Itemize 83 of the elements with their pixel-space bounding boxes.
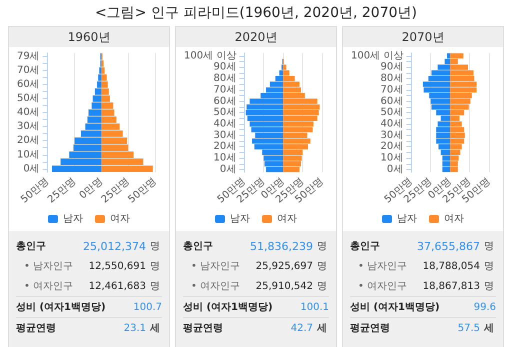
text: 명 (484, 260, 495, 273)
text: 명 (484, 280, 495, 293)
text: 25,012,374 (83, 240, 146, 252)
y-tick-label: 100세 이상 (184, 50, 236, 62)
y-tick-label: 70세 (214, 84, 236, 96)
y-tick-label: 10세 (380, 152, 404, 164)
y-tick-label: 90세 (380, 62, 404, 73)
y-tick-label: 90세 (214, 62, 236, 73)
text: 평균연령 (16, 322, 57, 335)
text: 25,925,697 (256, 260, 313, 272)
text: 명 (150, 260, 161, 273)
text: 성비 (여자1백명당) (183, 301, 274, 314)
text: 18,867,813 (422, 280, 480, 292)
y-tick-label: 30세 (214, 130, 236, 141)
y-tick-label: 70세 (380, 84, 404, 96)
y-tick-label: 0세 (386, 164, 404, 175)
text: 세 (317, 322, 328, 335)
text: 명 (484, 240, 495, 253)
text: • 남자인구 (24, 260, 74, 273)
y-tick-label: 20세 (214, 141, 236, 152)
y-tick-label: 40세 (16, 107, 40, 118)
text: 42.7 (290, 322, 313, 334)
y-tick-label: 40세 (214, 118, 236, 130)
y-tick-label: 70세 (16, 65, 40, 76)
y-tick-label: 50세 (380, 107, 404, 118)
chart-title: 1960년 (9, 27, 169, 47)
text: 37,655,867 (417, 240, 480, 252)
chart-title: 2070년 (343, 27, 503, 47)
text: 명 (150, 280, 161, 293)
text: 총인구 (350, 240, 381, 253)
y-tick-label: 30세 (380, 130, 404, 141)
text: 18,788,054 (422, 260, 480, 272)
y-tick-label: 80세 (380, 73, 404, 84)
text: 세 (150, 322, 161, 335)
legend-label: 남자 (397, 214, 417, 224)
text: • 여자인구 (24, 280, 74, 293)
text: 99.6 (474, 302, 496, 312)
text: 명 (317, 280, 328, 293)
y-tick-label: 10세 (16, 149, 40, 160)
y-tick-label: 50세 (16, 93, 40, 104)
y-tick-label: 40세 (380, 118, 404, 130)
y-tick-label: 79세 (16, 51, 40, 62)
text: 명 (317, 260, 328, 273)
text: 총인구 (183, 240, 214, 253)
y-tick-label: 50세 (214, 107, 236, 118)
text: 12,461,683 (88, 280, 146, 292)
y-tick-label: 60세 (16, 79, 40, 90)
legend-label: 여자 (110, 214, 130, 224)
y-tick-label: 20세 (16, 135, 40, 146)
text: 성비 (여자1백명당) (16, 301, 107, 314)
chart-title: 2020년 (176, 27, 336, 47)
y-tick-label: 10세 (214, 152, 236, 164)
y-tick-label: 30세 (16, 121, 40, 132)
text: 명 (317, 240, 328, 253)
text: 총인구 (16, 240, 47, 253)
legend-label: 남자 (63, 214, 83, 224)
text: 57.5 (458, 322, 480, 334)
text: 100.1 (300, 302, 329, 312)
text: 51,836,239 (250, 240, 313, 252)
y-tick-label: 100세 이상 (351, 50, 404, 62)
text: 25,910,542 (256, 280, 313, 292)
y-tick-label: 60세 (214, 96, 236, 107)
y-tick-label: 80세 (214, 73, 236, 84)
text: 세 (484, 322, 495, 335)
text: • 여자인구 (358, 280, 408, 293)
legend-label: 여자 (277, 214, 297, 224)
text: • 여자인구 (191, 280, 242, 293)
text: 100.7 (133, 302, 162, 312)
y-tick-label: 20세 (380, 141, 404, 152)
text: 23.1 (124, 322, 146, 334)
y-tick-label: 0세 (220, 164, 236, 175)
text: 12,550,691 (88, 260, 146, 272)
text: <그림> 인구 피라미드(1960년, 2020년, 2070년) (94, 4, 418, 23)
text: 성비 (여자1백명당) (350, 301, 441, 314)
legend-label: 여자 (444, 214, 464, 224)
text: 평균연령 (350, 322, 391, 335)
text: • 남자인구 (191, 260, 242, 273)
legend-label: 남자 (230, 214, 250, 224)
text: • 남자인구 (358, 260, 408, 273)
text: 평균연령 (183, 322, 224, 335)
y-tick-label: 0세 (23, 163, 40, 174)
text: 명 (150, 240, 161, 253)
y-tick-label: 60세 (380, 96, 404, 107)
